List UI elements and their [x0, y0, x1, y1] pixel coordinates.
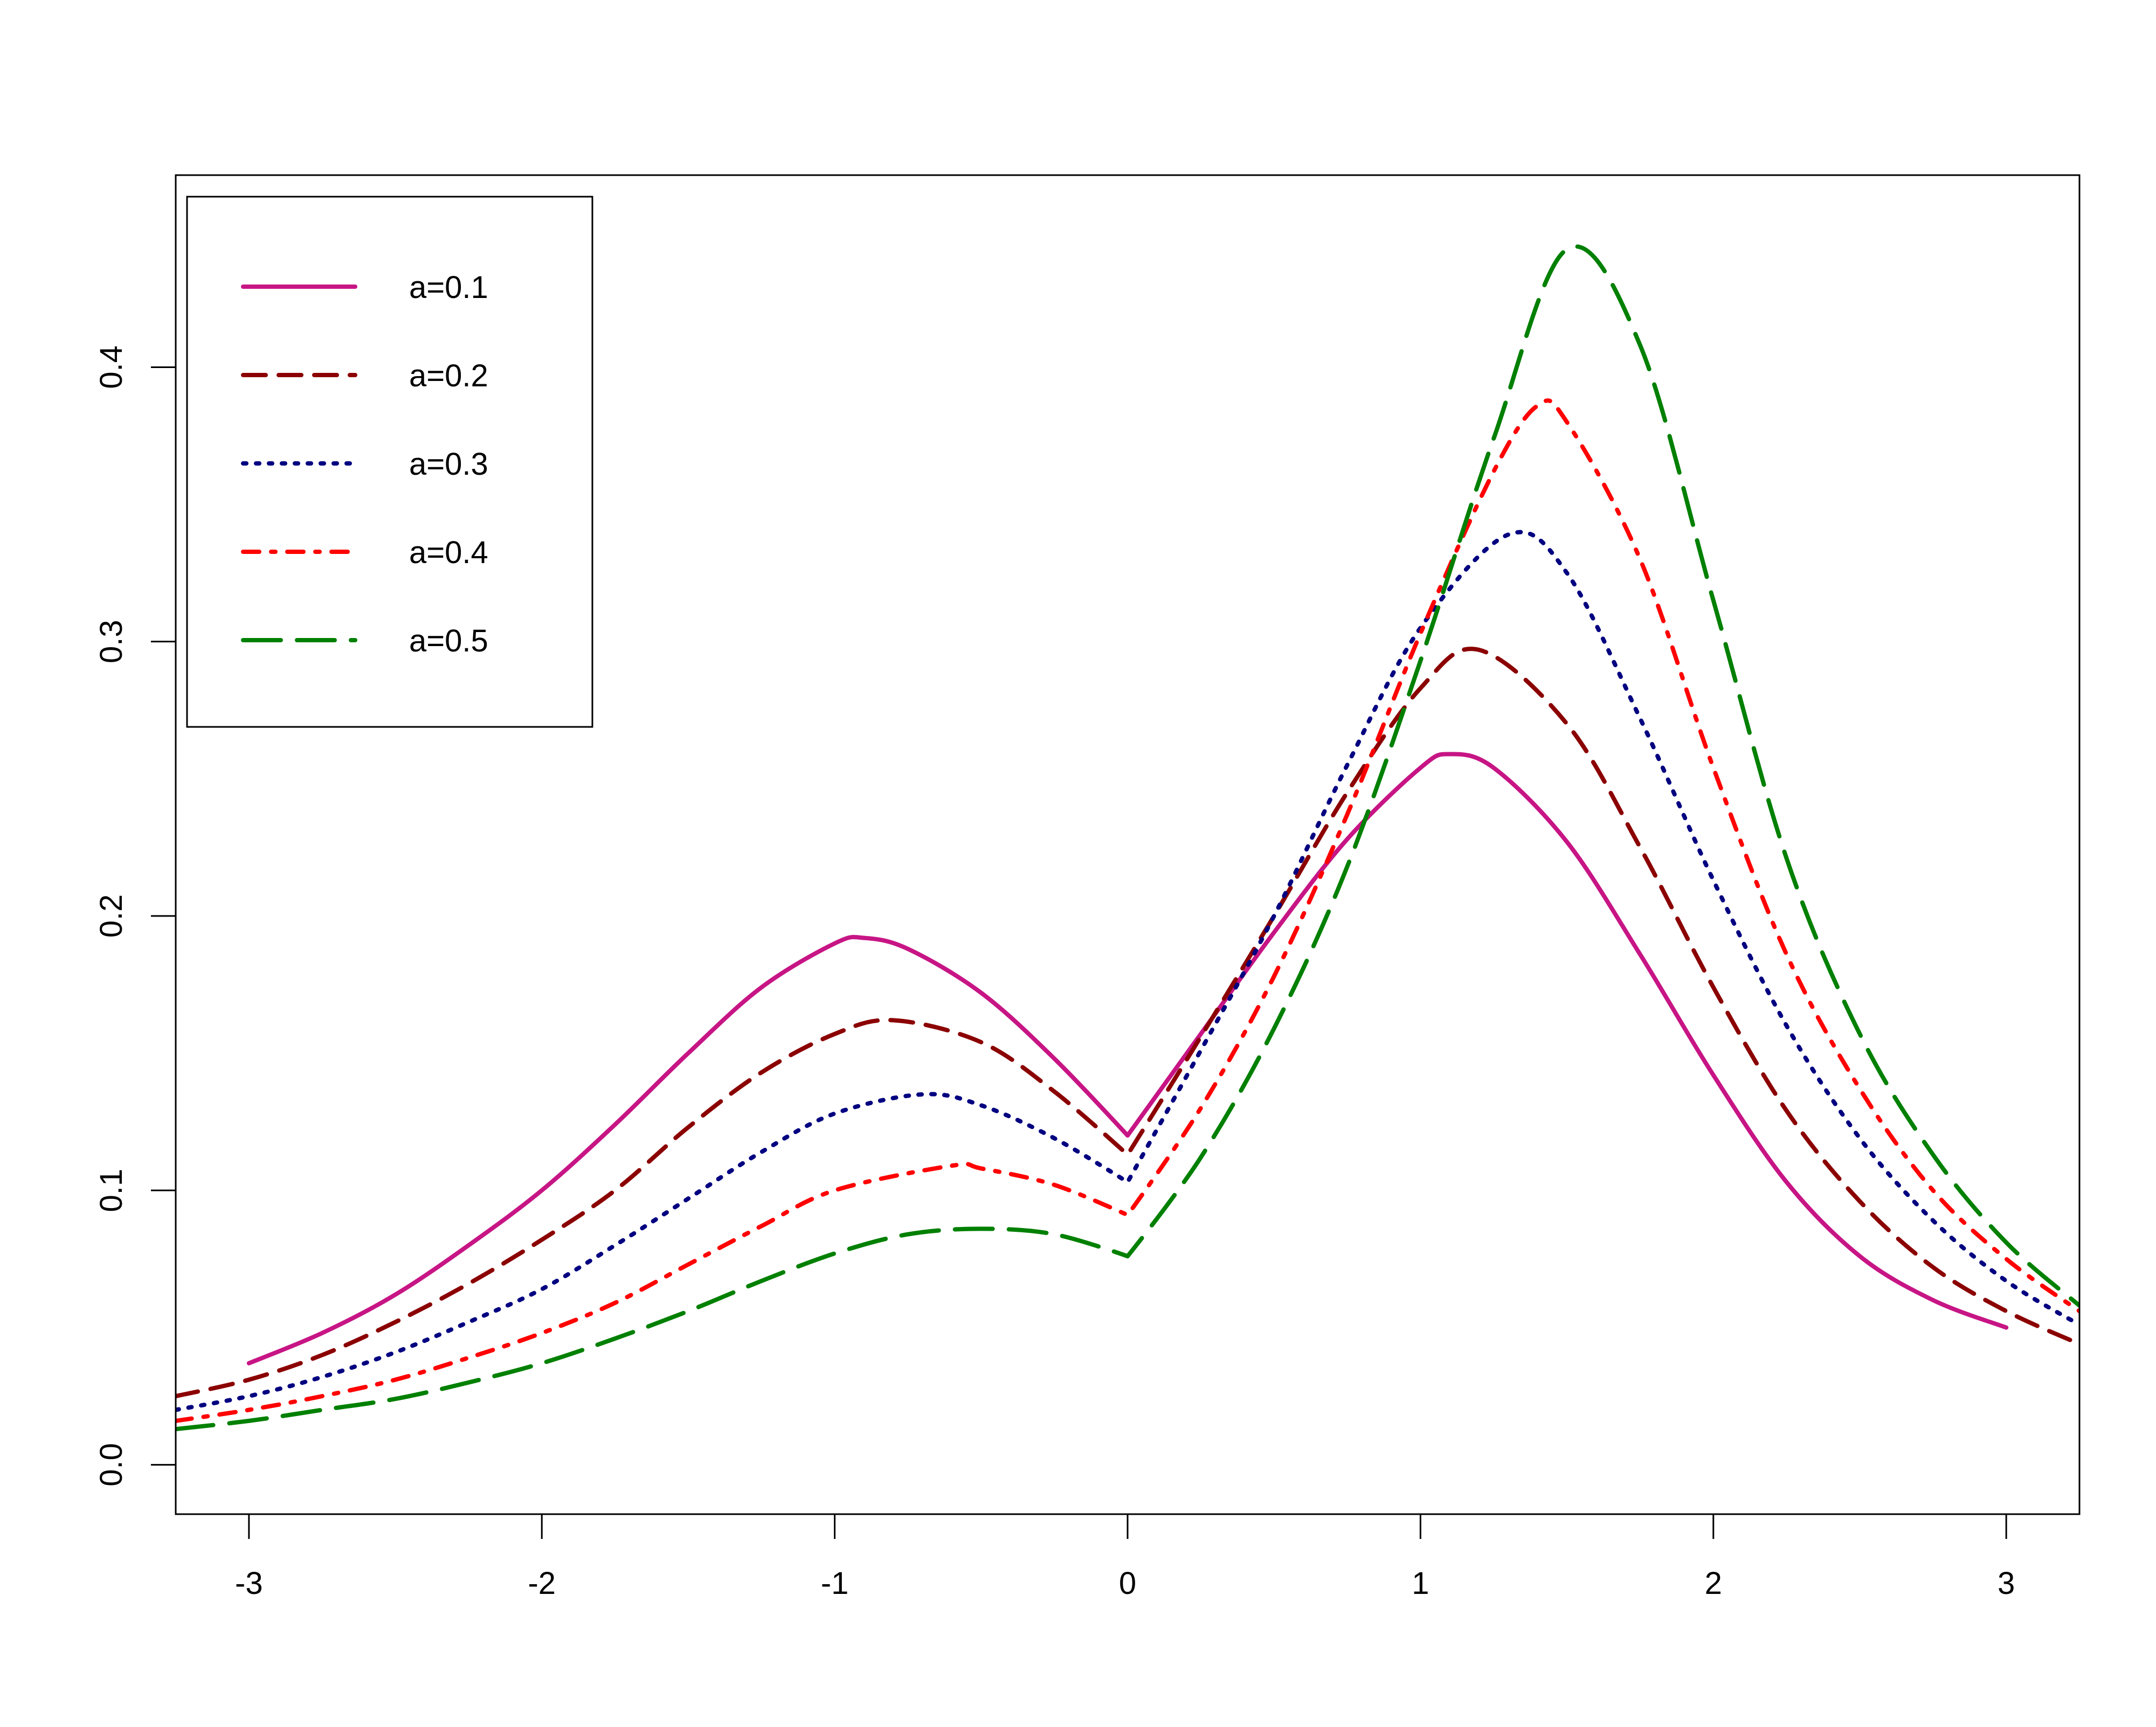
y-tick-label: 0.1 [94, 1169, 129, 1212]
x-tick-label: 3 [1998, 1566, 2015, 1601]
legend: a=0.1 a=0.2 a=0.3 a=0.4 a=0.5 [186, 196, 593, 728]
legend-label-5: a=0.5 [409, 623, 488, 658]
y-tick-label: 0.0 [94, 1443, 129, 1487]
series-layer [176, 244, 2079, 1432]
legend-label-4: a=0.4 [409, 535, 488, 570]
x-tick-label: 1 [1412, 1566, 1429, 1601]
x-tick-label: -2 [528, 1566, 556, 1601]
series-line-1 [246, 752, 2009, 1365]
x-tick-label: 2 [1705, 1566, 1722, 1601]
series-line-3 [176, 530, 2079, 1412]
legend-label-1: a=0.1 [409, 270, 488, 305]
series-line-2 [176, 647, 2079, 1398]
y-axis: 0.0 0.1 0.2 0.3 0.4 [94, 345, 177, 1487]
series-line-5 [176, 244, 2079, 1432]
x-axis: -3 -2 -1 0 1 2 3 [235, 1513, 2015, 1601]
x-tick-label: 0 [1119, 1566, 1136, 1601]
legend-label-3: a=0.3 [409, 447, 488, 482]
series-line-4 [176, 398, 2079, 1423]
y-tick-label: 0.3 [94, 620, 129, 663]
x-tick-label: -1 [821, 1566, 849, 1601]
x-tick-label: -3 [235, 1566, 263, 1601]
legend-label-2: a=0.2 [409, 358, 488, 393]
y-tick-label: 0.2 [94, 894, 129, 938]
legend-box [186, 196, 593, 728]
y-tick-label: 0.4 [94, 345, 129, 389]
